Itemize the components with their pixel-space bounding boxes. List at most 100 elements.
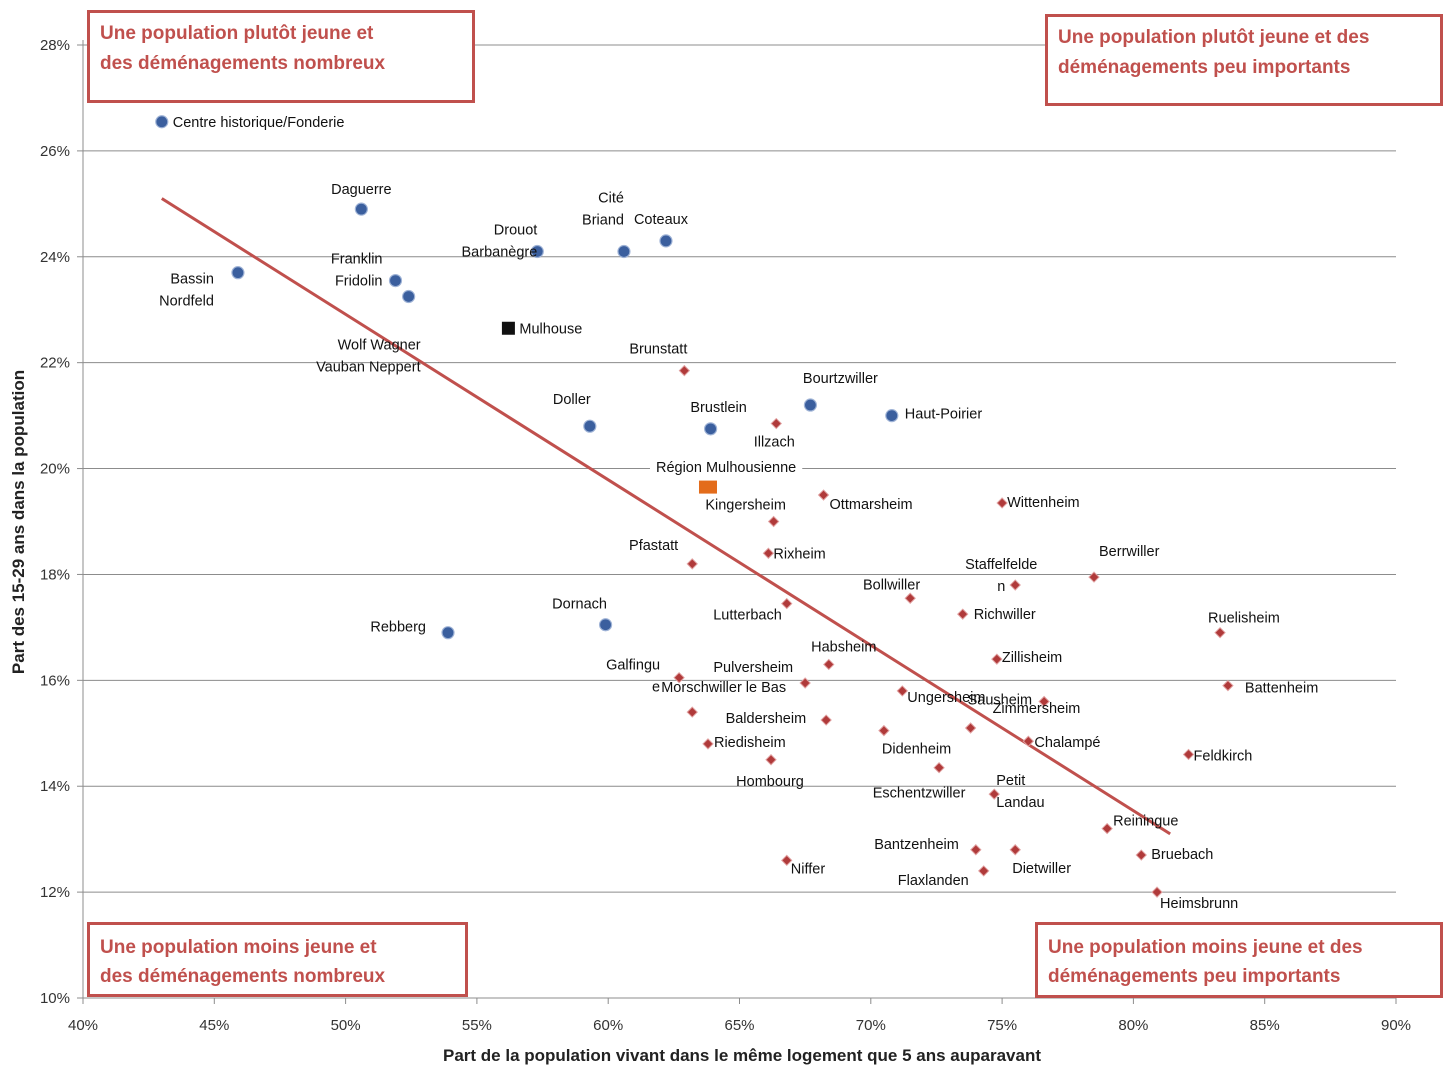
label-background (649, 457, 803, 480)
point-label-line: Zimmersheim (993, 701, 1081, 717)
point-label: Bassin Nordfeld (159, 272, 214, 310)
point-label: Dietwiller (1012, 861, 1071, 877)
quadrant-box-top-left: Une population plutôt jeune et des démén… (87, 10, 475, 103)
point-label: Lutterbach (713, 608, 782, 624)
point-label-line: Zillisheim (1002, 650, 1062, 666)
point-label: Flaxlanden (898, 873, 969, 889)
point-diamond (988, 788, 1000, 800)
point-label-line: Sausheim (968, 693, 1032, 709)
point-diamond (817, 489, 830, 501)
point-label: Pulversheim (713, 660, 793, 676)
point-label-line: Bruebach (1151, 847, 1213, 863)
point-label-line: Lutterbach (713, 608, 782, 624)
point-diamond (978, 865, 990, 877)
point-diamond (762, 547, 775, 559)
point-label-line: Niffer (791, 861, 826, 877)
point-label-line: Barbanègre (462, 244, 538, 260)
point-label: Riedisheim (714, 735, 786, 751)
point-label-line: Rixheim (773, 546, 825, 562)
point-diamond (933, 761, 945, 774)
x-tick-label: 90% (1381, 1017, 1411, 1034)
y-tick-label: 10% (40, 990, 70, 1007)
point-label-line: Battenheim (1245, 681, 1318, 697)
point-label: Dornach (552, 597, 607, 613)
point-label: Berrwiller (1099, 544, 1160, 560)
quadrant-line: Une population plutôt jeune et (100, 23, 374, 44)
point-label: Bantzenheim (874, 837, 959, 853)
point-diamond (1135, 849, 1147, 861)
point-label: Galfingu e (606, 658, 660, 696)
point-label-line: Bourtzwiller (803, 371, 878, 387)
point-diamond (878, 724, 890, 737)
point-label-line: Berrwiller (1099, 544, 1160, 560)
x-tick-label: 50% (331, 1017, 361, 1034)
point-circle (617, 244, 631, 259)
x-tick-label: 65% (724, 1017, 754, 1034)
point-label: Franklin Fridolin (331, 252, 383, 290)
point-square (698, 480, 717, 494)
point-label-line: n (997, 579, 1005, 595)
point-diamond (1038, 695, 1050, 708)
point-label: Zimmersheim (993, 701, 1081, 717)
point-diamond (678, 364, 691, 377)
point-label: Didenheim (882, 742, 951, 758)
point-label-line: Mulhouse (519, 321, 582, 337)
point-diamond (991, 653, 1003, 665)
point-diamond (765, 754, 777, 766)
point-label: Sausheim (968, 693, 1032, 709)
point-label-line: Wittenheim (1007, 495, 1080, 511)
x-tick-label: 60% (593, 1017, 623, 1034)
point-diamond (1009, 844, 1021, 856)
point-circle (583, 419, 597, 433)
point-circle (231, 266, 245, 280)
point-label-line: Doller (553, 392, 591, 408)
point-label-line: Galfingu (606, 658, 660, 674)
point-label: Cité Briand (582, 190, 624, 228)
point-label-line: Nordfeld (159, 294, 214, 310)
y-tick-label: 28% (40, 37, 70, 54)
point-label: Wolf Wagner Vauban Neppert (316, 337, 421, 375)
point-label-line: Bassin (170, 272, 214, 288)
point-label: Coteaux (634, 212, 689, 228)
point-diamond (1088, 571, 1100, 583)
point-label-line: Daguerre (331, 182, 391, 198)
y-tick-label: 16% (40, 672, 70, 689)
quadrant-line: des déménagements nombreux (100, 966, 386, 987)
point-label-line: Briand (582, 212, 624, 228)
point-label-line: Dornach (552, 597, 607, 613)
point-circle (659, 234, 673, 248)
point-label-line: e (652, 680, 660, 696)
point-circle (354, 202, 368, 216)
point-label: Doller (553, 392, 591, 408)
quadrant-line: Une population moins jeune et des (1048, 937, 1363, 958)
point-label: Chalampé (1034, 735, 1100, 751)
point-label-line: Baldersheim (726, 711, 807, 727)
point-label: Petit Landau (996, 773, 1044, 811)
quadrant-box-bottom-left: Une population moins jeune et des déména… (87, 922, 468, 997)
point-label-line: Hombourg (736, 774, 804, 790)
point-label: Baldersheim (726, 711, 807, 727)
point-diamond (820, 714, 832, 726)
point-label: Heimsbrunn (1160, 896, 1238, 912)
point-label-line: Cité (598, 190, 624, 206)
x-tick-label: 45% (199, 1017, 229, 1034)
quadrant-line: Une population moins jeune et (100, 937, 377, 958)
point-circle (388, 274, 403, 288)
point-label-line: Landau (996, 795, 1044, 811)
point-label: Ungersheim (907, 690, 985, 706)
quadrant-line: déménagements peu importants (1058, 57, 1351, 78)
quadrant-box-bottom-right: Une population moins jeune et des déména… (1035, 922, 1443, 998)
point-label: Zillisheim (1002, 650, 1062, 666)
point-label-line: Morschwiller le Bas (661, 680, 786, 696)
x-tick-label: 85% (1250, 1017, 1280, 1034)
point-circle (441, 626, 455, 640)
point-label: Région Mulhousienne (656, 460, 796, 476)
point-label: Wittenheim (1007, 495, 1080, 511)
y-axis-title: Part des 15-29 ans dans la population (9, 370, 28, 674)
point-label: Ottmarsheim (830, 497, 913, 513)
y-tick-label: 18% (40, 566, 70, 583)
point-label: Ruelisheim (1208, 611, 1280, 627)
point-diamond (1022, 735, 1035, 747)
x-tick-label: 75% (987, 1017, 1017, 1034)
point-label-line: Habsheim (811, 639, 876, 655)
